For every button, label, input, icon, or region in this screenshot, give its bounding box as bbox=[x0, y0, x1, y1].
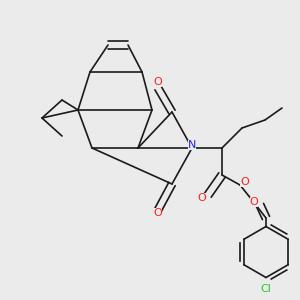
Text: O: O bbox=[250, 197, 258, 207]
Text: N: N bbox=[188, 140, 196, 150]
Text: O: O bbox=[198, 193, 206, 203]
Text: Cl: Cl bbox=[261, 284, 272, 295]
Text: O: O bbox=[154, 208, 162, 218]
Text: O: O bbox=[240, 177, 249, 187]
Text: O: O bbox=[154, 77, 162, 87]
